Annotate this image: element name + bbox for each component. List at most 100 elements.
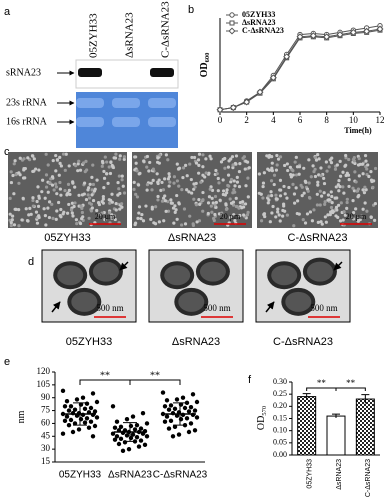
sem-cell [214,200,218,205]
dot [138,438,144,443]
sem-cell [229,201,234,205]
sem-cell [278,155,283,159]
sem-cell [344,173,348,178]
sem-cell [316,220,320,224]
sem-cell [268,220,272,224]
label: e [4,356,10,368]
sem-cell [120,205,124,209]
rrna-band [148,98,176,108]
sem-cell [86,188,90,192]
sem-cell [327,165,331,169]
label: 20 μm [95,212,116,221]
sem-cell [29,212,33,216]
sem-cell [31,198,35,203]
sem-cell [351,199,355,203]
sem-cell [293,160,297,164]
sem-cell [329,190,333,194]
sem-cell [44,185,49,189]
sem-cell [151,167,155,171]
sem-cell [31,196,35,200]
sem-cell [122,155,127,159]
sem-cell [86,193,90,197]
sem-cell [185,174,189,178]
sig-bracket [129,379,181,385]
sem-cell [211,201,215,205]
sem-cell [346,173,351,177]
sem-cell [175,162,179,166]
sem-cell [307,181,311,185]
sem-cell [12,223,17,227]
label: b [188,4,194,16]
sem-cell [102,176,107,180]
y-axis-label: nm [16,410,27,423]
sem-cell [286,168,290,173]
sem-cell [345,206,349,210]
sem-cell [122,191,127,195]
sem-cell [347,157,351,162]
sem-cell [330,156,334,160]
sem-cell [63,188,67,193]
sem-cell [257,172,261,176]
sem-cell [369,170,373,174]
sem-cell [276,157,281,161]
dot [94,399,100,405]
sem-cell [77,193,81,197]
sem-cell [90,175,94,179]
sem-cell [105,160,109,164]
sem-cell [336,215,340,219]
y-tick-label: 120 [37,366,51,376]
sem-cell [111,165,115,169]
arrow [119,261,129,271]
sem-cell [72,204,76,209]
sem-cell [102,169,106,174]
sem-cell [133,222,137,227]
sem-cell [266,201,270,205]
sem-cell [291,168,295,173]
sem-cell [353,170,357,174]
sem-cell [67,202,71,207]
sem-cell [305,212,310,216]
sig-label: ** [100,370,110,381]
sem-cell [145,183,150,187]
bar [326,415,346,456]
sem-cell [63,168,67,172]
label: 500 nm [203,303,230,313]
sem-cell [71,181,75,185]
sem-cell [12,162,16,166]
sem-cell [17,181,21,185]
sem-cell [201,190,205,195]
sem-cell [313,174,318,179]
sem-cell [197,163,201,167]
sem-cell [274,193,278,197]
sem-cell [156,181,160,186]
sem-cell [354,207,358,211]
sem-cell [204,157,208,161]
sem-cell [177,166,182,170]
sem-cell [18,173,22,177]
arrow [51,301,61,313]
sem-cell [371,185,375,189]
sem-cell [121,184,125,188]
text-part: nm [16,410,27,423]
sem-cell [232,213,236,217]
sem-cell [101,194,105,199]
sig-label: ** [150,370,160,381]
sem-cell [373,202,377,206]
text-part: OD [256,416,267,430]
sem-cell [337,189,341,193]
sem-cell [227,159,231,163]
sem-cell [197,152,202,156]
sem-cell [269,194,274,198]
sem-cell [245,160,250,164]
sem-cell [265,154,269,158]
sem-cell [272,182,276,187]
y-tick-label: 0.10 [273,425,287,434]
sem-cell [283,163,287,168]
sem-cell [67,164,71,168]
sem-cell [291,182,295,186]
sig-bracket [306,387,337,391]
sem-cell [71,214,75,218]
sem-cell [362,191,367,195]
dot [140,410,146,416]
sem-cell [209,157,213,161]
